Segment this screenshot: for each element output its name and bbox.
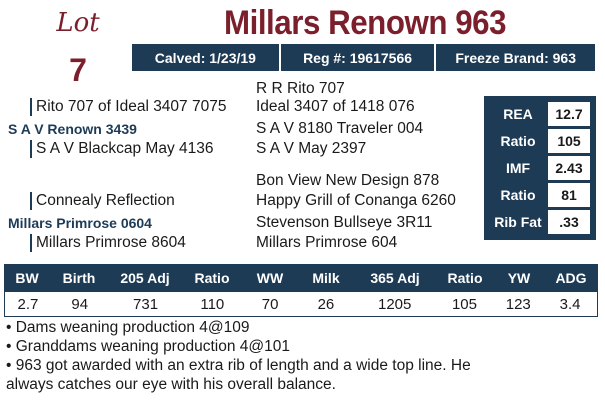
header-cell: YW [507, 270, 531, 286]
carcass-epd-box: REA 12.7 Ratio 105 IMF 2.43 Ratio 81 Rib… [484, 96, 596, 240]
epd-value: 2.43 [548, 155, 590, 180]
epd-row: Ratio 81 [488, 181, 592, 208]
notes-list: • Dams weaning production 4@109 • Grandd… [6, 318, 600, 394]
epd-label: Rib Fat [494, 213, 542, 230]
note-item: • Dams weaning production 4@109 [6, 319, 250, 336]
pedigree-sire-sire: Rito 707 of Ideal 3407 7075 [30, 98, 226, 116]
lot-number: 7 [69, 52, 87, 88]
epd-row: Rib Fat .33 [488, 208, 592, 235]
pedigree-sire-sire-sire: R R Rito 707 [256, 80, 345, 97]
pedigree-dam-sire-sire: Bon View New Design 878 [256, 172, 440, 189]
epd-value: 12.7 [548, 101, 590, 126]
epd-row: IMF 2.43 [488, 154, 592, 181]
epd-label: REA [503, 105, 533, 122]
epd-label: IMF [505, 159, 531, 176]
header-cell: Birth [62, 270, 96, 286]
pedigree-sire-dam-sire: S A V 8180 Traveler 004 [256, 120, 424, 137]
note-item: always catches our eye with his overall … [6, 376, 336, 393]
pedigree-dam-dam: Millars Primrose 8604 [30, 234, 186, 252]
freeze-brand: Freeze Brand: 963 [455, 49, 576, 66]
pedigree-dam-sire: Connealy Reflection [30, 192, 175, 210]
animal-title: Millars Renown 963 [224, 4, 507, 42]
epd-value: 105 [548, 128, 590, 153]
value-cell: 94 [71, 295, 89, 313]
divider [278, 44, 281, 71]
value-cell: 26 [317, 295, 335, 313]
header-cell: Ratio [447, 270, 483, 286]
value-cell: 110 [200, 295, 225, 313]
pedigree-sire: S A V Renown 3439 [8, 121, 137, 137]
pedigree-dam-sire-dam: Happy Grill of Conanga 6260 [256, 192, 456, 209]
epd-row: REA 12.7 [488, 100, 592, 127]
pedigree-sire-dam-dam: S A V May 2397 [256, 140, 367, 157]
performance-header-row: BW Birth 205 Adj Ratio WW Milk 365 Adj R… [4, 264, 598, 292]
registration-number: Reg #: 19617566 [303, 49, 413, 66]
header-cell: WW [256, 270, 284, 286]
epd-label: Ratio [500, 132, 536, 149]
header-cell: ADG [555, 270, 587, 286]
value-cell: 2.7 [17, 295, 39, 313]
header-cell: 205 Adj [120, 270, 170, 286]
value-cell: 731 [133, 295, 159, 313]
note-item: • 963 got awarded with an extra rib of l… [6, 357, 471, 374]
info-bar: Calved: 1/23/19 Reg #: 19617566 Freeze B… [132, 44, 595, 71]
value-cell: 3.4 [559, 295, 581, 313]
lot-label: Lot [56, 8, 100, 38]
epd-label: Ratio [500, 186, 536, 203]
divider [434, 44, 437, 71]
header-cell: 365 Adj [370, 270, 420, 286]
header-cell: Milk [312, 270, 340, 286]
epd-value: .33 [548, 209, 590, 234]
header-cell: BW [15, 270, 39, 286]
value-cell: 105 [451, 295, 477, 313]
pedigree-sire-dam: S A V Blackcap May 4136 [30, 140, 214, 158]
performance-table: BW Birth 205 Adj Ratio WW Milk 365 Adj R… [4, 264, 598, 317]
calved-date: Calved: 1/23/19 [154, 49, 256, 66]
value-cell: 70 [261, 295, 279, 313]
epd-row: Ratio 105 [488, 127, 592, 154]
pedigree-dam-dam-dam: Millars Primrose 604 [256, 234, 398, 251]
epd-value: 81 [548, 182, 590, 207]
value-cell: 1205 [378, 295, 412, 313]
pedigree-dam-dam-sire: Stevenson Bullseye 3R11 [256, 214, 433, 231]
pedigree-dam: Millars Primrose 0604 [8, 215, 152, 231]
header-cell: Ratio [194, 270, 230, 286]
pedigree-sire-sire-dam: Ideal 3407 of 1418 076 [256, 98, 415, 115]
value-cell: 123 [505, 295, 531, 313]
note-item: • Granddams weaning production 4@101 [6, 338, 290, 355]
performance-value-row: 2.7 94 731 110 70 26 1205 105 123 3.4 [4, 292, 598, 317]
